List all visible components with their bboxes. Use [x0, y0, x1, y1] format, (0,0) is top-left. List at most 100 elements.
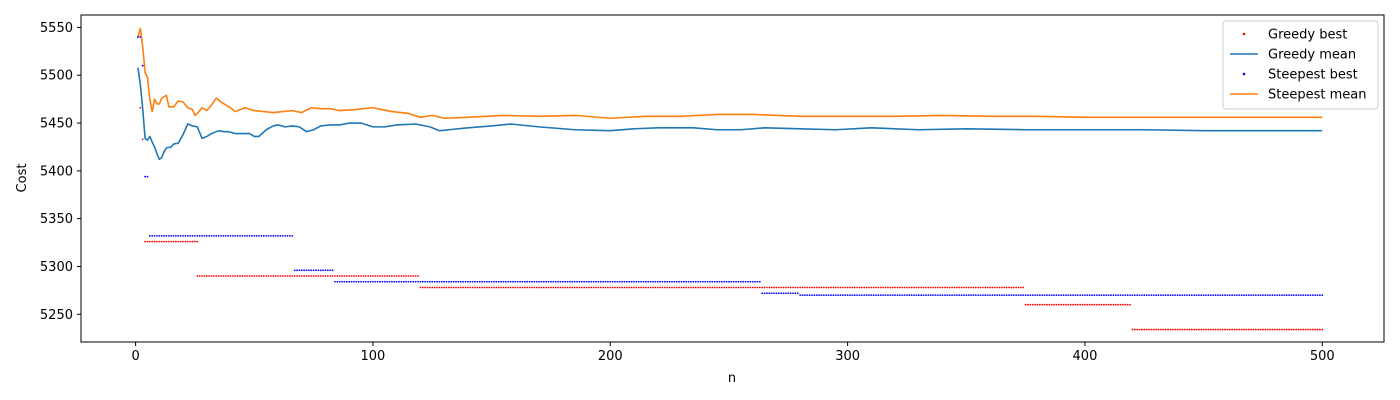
data-point: [1273, 294, 1276, 297]
data-point: [782, 292, 785, 295]
data-point: [1143, 328, 1146, 331]
data-point: [841, 294, 844, 297]
data-point: [1321, 328, 1324, 331]
data-point: [590, 280, 593, 283]
data-point: [1283, 294, 1286, 297]
data-point: [728, 280, 730, 283]
data-point: [965, 286, 968, 289]
data-point: [547, 286, 550, 289]
data-point: [345, 280, 348, 283]
y-axis: 5250 5300 5350 5400 5450 5500 5550: [40, 21, 81, 323]
data-point: [1036, 303, 1039, 306]
series-points-2: [137, 36, 1324, 297]
data-point: [723, 286, 726, 289]
data-point: [507, 280, 510, 283]
data-point: [274, 234, 277, 237]
data-point: [203, 275, 206, 277]
data-point: [500, 286, 502, 289]
data-point: [1034, 303, 1037, 306]
data-point: [699, 280, 702, 283]
data-point: [1278, 294, 1281, 297]
data-point: [151, 234, 154, 237]
data-point: [1160, 294, 1162, 297]
data-point: [410, 275, 412, 277]
data-point: [232, 275, 234, 277]
data-point: [462, 286, 465, 289]
data-point: [388, 275, 391, 277]
data-point: [393, 275, 396, 277]
data-point: [184, 234, 187, 237]
data-point: [675, 280, 678, 283]
data-point: [906, 294, 908, 297]
data-point: [865, 286, 868, 289]
data-point: [1031, 294, 1034, 297]
data-point: [811, 294, 813, 297]
data-point: [523, 280, 526, 283]
data-point: [172, 240, 175, 243]
data-point: [1209, 328, 1212, 331]
data-point: [1050, 303, 1053, 306]
data-point: [796, 286, 799, 289]
data-point: [561, 286, 564, 289]
data-point: [856, 294, 858, 297]
data-point: [1057, 303, 1060, 306]
data-point: [1200, 328, 1203, 331]
data-point: [350, 275, 353, 277]
data-point: [310, 269, 313, 272]
data-point: [951, 294, 953, 297]
data-point: [338, 280, 341, 283]
x-tick-label: 300: [835, 349, 860, 364]
data-point: [839, 294, 842, 297]
data-point: [141, 138, 144, 141]
data-point: [758, 286, 761, 289]
data-point: [336, 275, 339, 277]
data-point: [315, 275, 317, 277]
data-point: [369, 275, 372, 277]
data-point: [991, 294, 994, 297]
data-point: [426, 280, 429, 283]
data-point: [502, 286, 505, 289]
data-point: [618, 286, 621, 289]
data-point: [260, 234, 263, 237]
data-point: [946, 294, 949, 297]
plot-frame: [80, 14, 1385, 343]
data-point: [1114, 303, 1117, 306]
data-point: [488, 280, 491, 283]
data-point: [239, 234, 241, 237]
data-point: [443, 286, 446, 289]
data-point: [398, 280, 400, 283]
data-point: [1214, 294, 1217, 297]
data-point: [1017, 294, 1020, 297]
data-point: [445, 280, 448, 283]
data-point: [400, 280, 403, 283]
data-point: [507, 286, 510, 289]
data-point: [718, 280, 721, 283]
data-point: [1062, 303, 1065, 306]
data-point: [936, 294, 939, 297]
data-point: [766, 292, 768, 295]
data-point: [1216, 294, 1219, 297]
data-point: [846, 286, 849, 289]
data-point: [1019, 294, 1022, 297]
data-point: [483, 286, 486, 289]
data-point: [834, 286, 837, 289]
data-point: [766, 286, 768, 289]
data-point: [1281, 294, 1283, 297]
data-point: [993, 294, 996, 297]
data-point: [630, 286, 633, 289]
data-point: [808, 286, 811, 289]
data-point: [894, 294, 896, 297]
data-point: [1027, 294, 1029, 297]
data-point: [1304, 294, 1307, 297]
data-point: [364, 275, 367, 277]
data-point: [777, 286, 780, 289]
data-point: [996, 294, 999, 297]
data-point: [1034, 294, 1037, 297]
data-point: [1117, 303, 1120, 306]
data-point: [573, 286, 576, 289]
data-point: [640, 286, 643, 289]
data-point: [476, 286, 479, 289]
data-point: [426, 286, 429, 289]
data-point: [179, 234, 182, 237]
data-point: [307, 275, 310, 277]
